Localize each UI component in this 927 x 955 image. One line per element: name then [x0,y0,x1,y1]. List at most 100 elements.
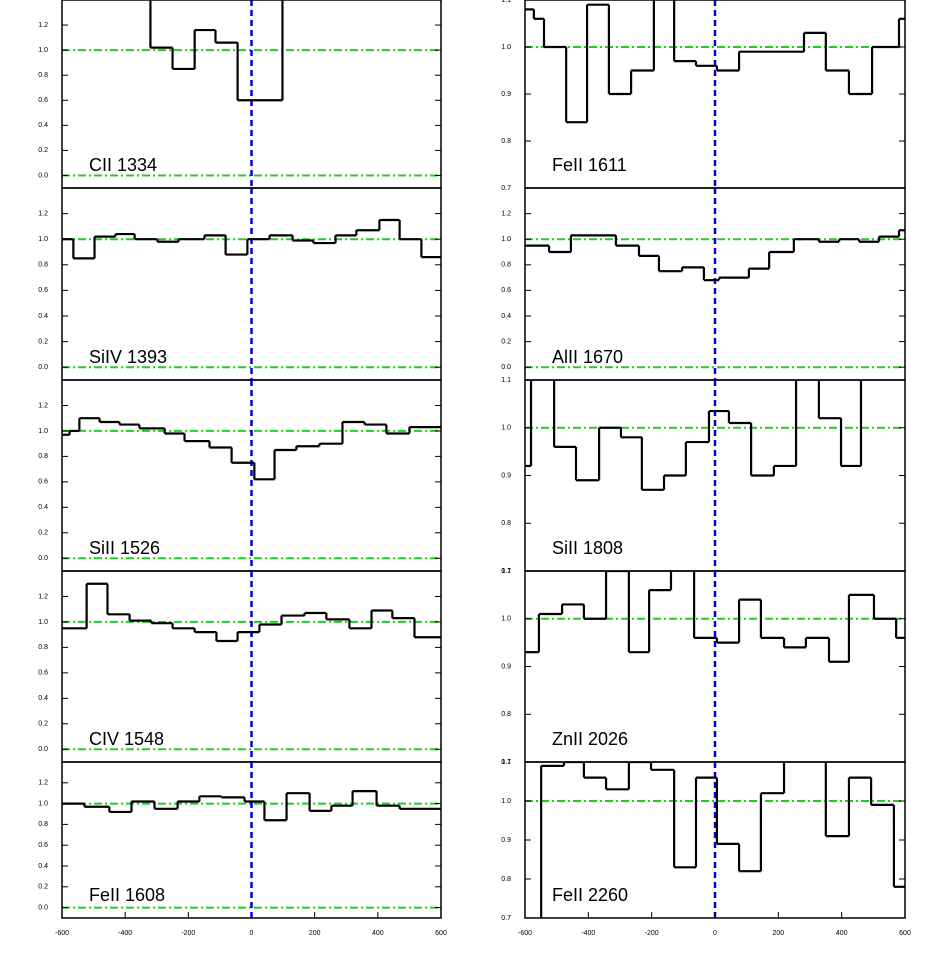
y-tick-label: 1.1 [501,759,511,766]
panel-label: SiIV 1393 [89,347,167,367]
x-tick-label: 600 [435,930,447,937]
y-tick-label: 0.8 [38,453,48,460]
y-tick-label: 1.0 [501,798,511,805]
panel: 0.0 0.2 0.4 0.6 0.8 1.0 1.2 SiIV 1393 [38,187,442,381]
y-tick-label: 1.2 [38,210,48,217]
y-tick-label: 0.0 [38,746,48,753]
panel-label: SiII 1808 [552,538,623,558]
x-tick-label: -400 [118,930,132,937]
panel: 0.7 0.8 0.9 1.0 1.1 FeII 1611 [501,0,906,192]
plot-area [62,188,441,380]
panel-label: FeII 2260 [552,885,628,905]
y-tick-label: 0.6 [38,287,48,294]
y-tick-label: 0.8 [38,72,48,79]
y-tick-label: 1.2 [38,593,48,600]
y-tick-label: 0.9 [501,663,511,670]
y-tick-label: 1.1 [501,377,511,384]
y-tick-label: 1.0 [38,428,48,435]
panel: 0.7 0.8 0.9 1.0 1.1 ZnII 2026 [501,568,906,766]
y-tick-label: 0.2 [38,530,48,537]
x-tick-label: 200 [309,930,321,937]
plot-area [525,571,905,762]
y-tick-label: 0.6 [38,479,48,486]
plot-area [525,0,905,188]
y-tick-label: 1.0 [38,47,48,54]
x-tick-label: 400 [836,930,848,937]
y-tick-label: 0.0 [38,555,48,562]
panel-label: SiII 1526 [89,538,160,558]
y-tick-label: 0.0 [38,904,48,911]
x-tick-label: 200 [772,930,784,937]
y-tick-label: 1.1 [501,0,511,4]
y-tick-label: 0.8 [38,821,48,828]
y-tick-label: 0.2 [38,884,48,891]
y-tick-label: 0.0 [38,172,48,179]
y-tick-label: 0.9 [501,837,511,844]
y-tick-label: 0.4 [501,313,511,320]
x-tick-label: -200 [645,930,659,937]
x-tick-label: -600 [518,930,532,937]
panel-label: ZnII 2026 [552,729,628,749]
panel-label: FeII 1608 [89,885,165,905]
y-tick-label: 0.7 [501,915,511,922]
y-tick-label: 0.6 [38,842,48,849]
panel-label: CII 1334 [89,155,157,175]
x-tick-label: 600 [899,930,911,937]
y-tick-label: 1.1 [501,568,511,575]
panel-label: FeII 1611 [552,155,627,175]
y-tick-label: 1.0 [501,425,511,432]
plot-area [62,571,441,762]
y-tick-label: 0.8 [501,138,511,145]
x-tick-label: 0 [713,930,717,937]
y-tick-label: 0.0 [38,364,48,371]
y-tick-label: 0.4 [38,504,48,511]
panel: 0.7 0.8 0.9 1.0 1.1 SiII 1808 [501,377,906,575]
y-tick-label: 0.8 [501,711,511,718]
x-tick-label: 400 [372,930,384,937]
panel-label: CIV 1548 [89,729,164,749]
plot-area [525,188,905,380]
panel-label: AlII 1670 [552,347,623,367]
y-tick-label: 1.2 [38,22,48,29]
y-tick-label: 0.7 [501,185,511,192]
y-tick-label: 1.2 [38,780,48,787]
panel: 0.7 0.8 0.9 1.0 1.1 -600 -400 -200 0 200 400 600 FeI… [501,759,911,937]
y-tick-label: 1.0 [38,800,48,807]
y-tick-label: 1.0 [501,616,511,623]
y-tick-label: 1.0 [501,44,511,51]
x-tick-label: -200 [181,930,195,937]
y-tick-label: 0.0 [501,364,511,371]
y-tick-label: 0.7 [501,568,511,575]
y-tick-label: 0.9 [501,472,511,479]
y-tick-label: 0.4 [38,863,48,870]
plot-area [62,0,441,188]
panel: 0.0 0.2 0.4 0.6 0.8 1.0 1.2 CIV 1548 [38,570,442,763]
y-tick-label: 1.2 [501,210,511,217]
y-tick-label: 0.2 [38,338,48,345]
panel: 0.0 0.2 0.4 0.6 0.8 1.0 1.2 SiII 1526 [38,379,442,572]
x-tick-label: -600 [55,930,69,937]
x-tick-label: 0 [250,930,254,937]
y-tick-label: 0.8 [501,262,511,269]
y-tick-label: 0.9 [501,91,511,98]
y-tick-label: 0.2 [38,147,48,154]
y-tick-label: 0.4 [38,313,48,320]
y-tick-label: 1.0 [38,236,48,243]
y-tick-label: 1.2 [38,402,48,409]
y-tick-label: 0.4 [38,122,48,129]
plot-area [62,762,441,918]
y-tick-label: 0.2 [501,338,511,345]
y-tick-label: 1.0 [38,619,48,626]
y-tick-label: 0.8 [38,644,48,651]
panel: 0.0 0.2 0.4 0.6 0.8 1.0 1.2 AlII 1670 [501,187,906,381]
y-tick-label: 1.0 [501,236,511,243]
y-tick-label: 0.8 [501,876,511,883]
y-tick-label: 0.6 [38,670,48,677]
x-tick-label: -400 [581,930,595,937]
y-tick-label: 0.8 [38,262,48,269]
plot-area [525,762,905,918]
y-tick-label: 0.6 [501,287,511,294]
plot-area [525,380,905,571]
y-tick-label: 0.6 [38,97,48,104]
